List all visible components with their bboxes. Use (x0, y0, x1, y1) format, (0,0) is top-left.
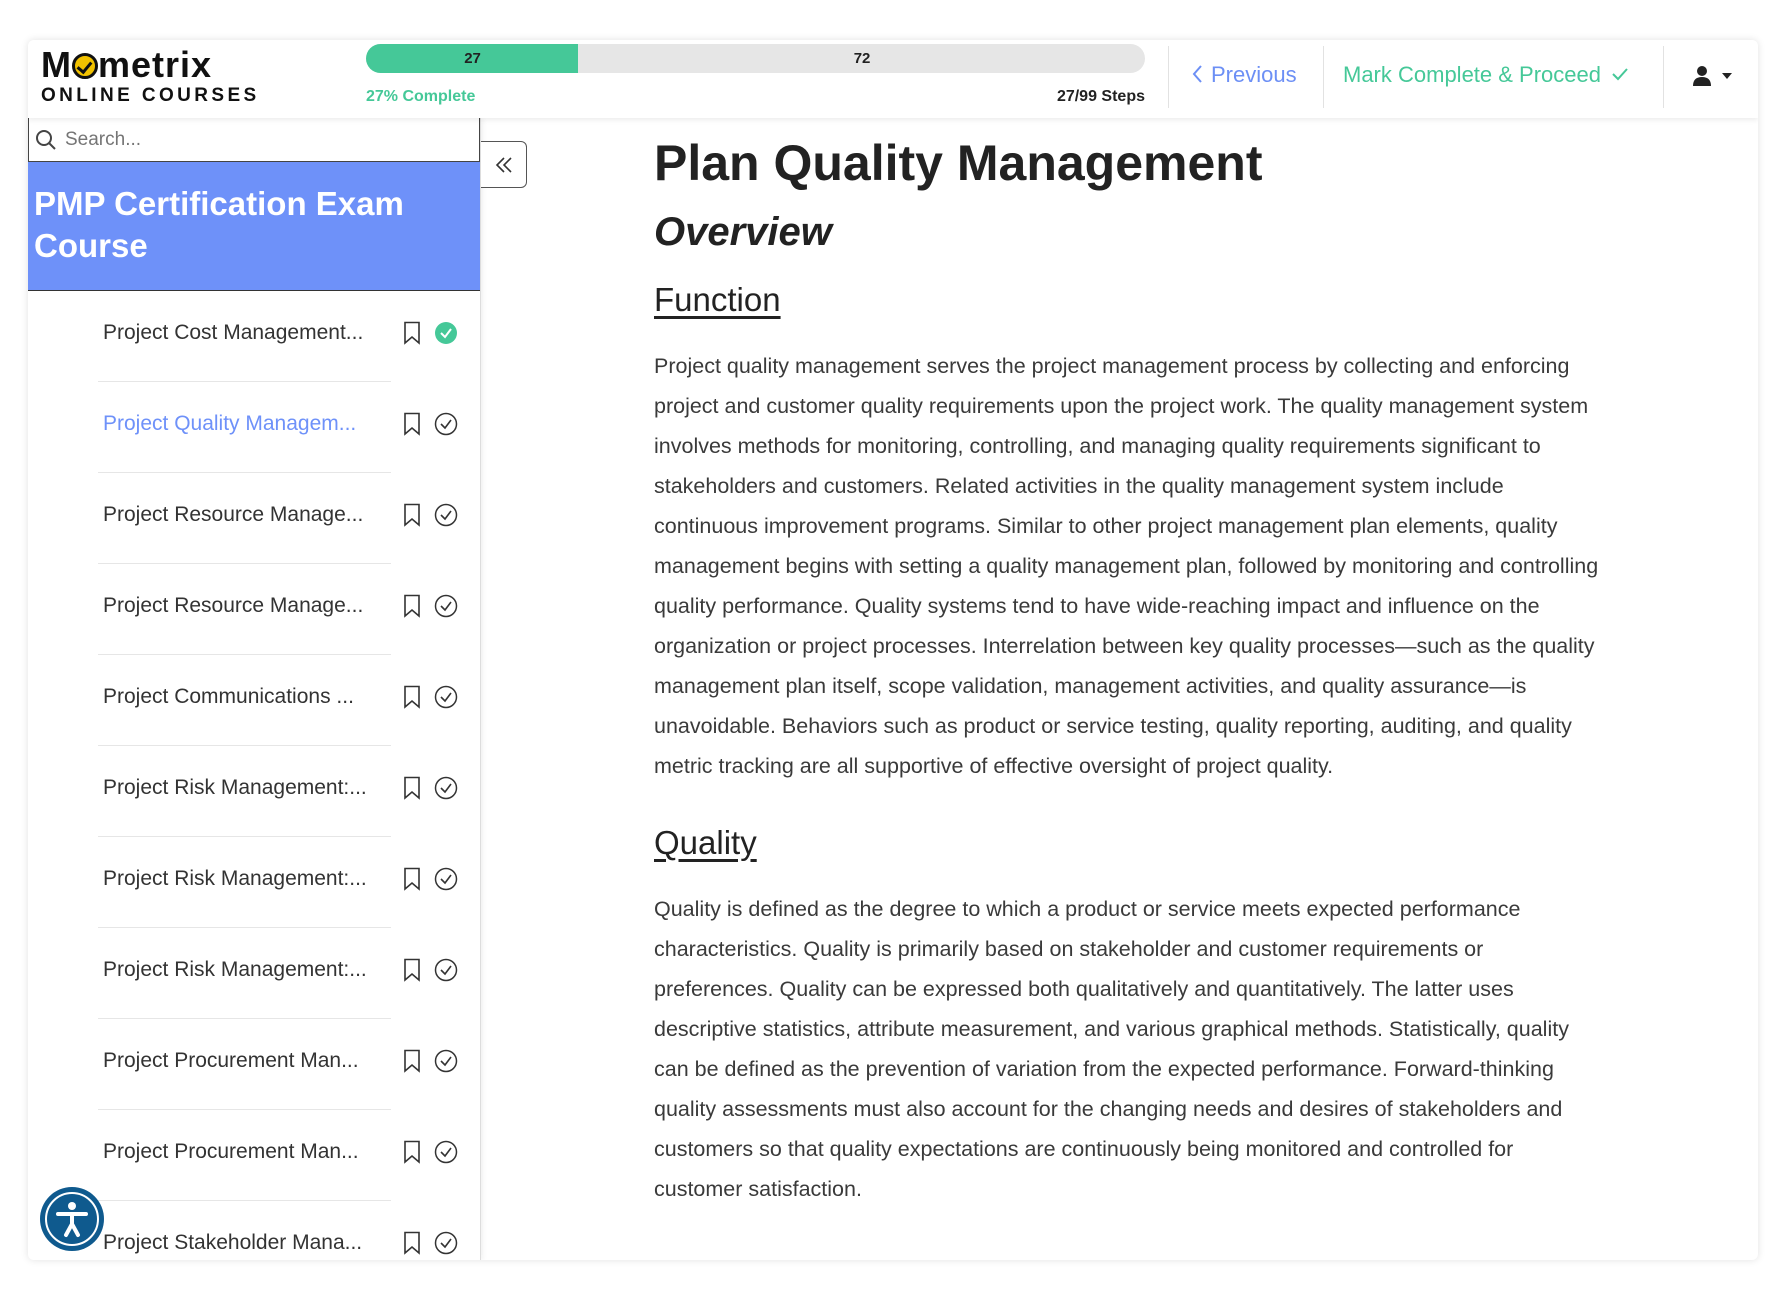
check-circle-icon[interactable] (434, 503, 458, 532)
logo-subtitle: ONLINE COURSES (41, 85, 260, 106)
lesson-label: Project Risk Management:... (103, 776, 367, 799)
user-menu[interactable] (1688, 60, 1736, 94)
bookmark-icon[interactable] (402, 503, 422, 532)
lesson-label: Project Quality Managem... (103, 412, 357, 435)
divider (98, 381, 391, 382)
overview-heading: Overview (654, 210, 832, 254)
sidebar-lesson-item[interactable]: Project Cost Management... (28, 291, 480, 382)
divider (98, 836, 391, 837)
accessibility-button[interactable] (40, 1187, 104, 1251)
divider (98, 654, 391, 655)
lesson-label: Project Resource Manage... (103, 594, 364, 617)
progress-bar: 27 72 (366, 44, 1145, 73)
lesson-label: Project Cost Management... (103, 321, 364, 344)
completed-count: 27 (464, 50, 481, 67)
steps-count: 27/99 Steps (1056, 88, 1145, 105)
bookmark-icon[interactable] (402, 1140, 422, 1169)
check-circle-icon[interactable] (434, 594, 458, 623)
check-circle-icon[interactable] (434, 1049, 458, 1078)
section-heading-function: Function (654, 281, 781, 318)
remaining-count: 72 (853, 50, 871, 67)
lesson-content: Plan Quality Management Overview Functio… (654, 118, 1714, 1209)
divider (1323, 46, 1324, 108)
bookmark-icon[interactable] (402, 776, 422, 805)
course-sidebar: PMP Certification Exam Course Project Co… (28, 118, 481, 1260)
sidebar-lesson-item[interactable]: Project Procurement Man... (28, 1019, 480, 1110)
chevron-left-icon (1192, 65, 1202, 83)
lesson-label: Project Risk Management:... (103, 958, 367, 981)
divider (98, 1018, 391, 1019)
caret-down-icon (1722, 73, 1732, 79)
search-input[interactable] (65, 128, 445, 151)
divider (98, 745, 391, 746)
accessibility-icon (56, 1202, 88, 1237)
section-body-function: Project quality management serves the pr… (654, 354, 1599, 778)
divider (98, 563, 391, 564)
check-circle-icon[interactable] (434, 412, 458, 441)
sidebar-lesson-item[interactable]: Project Risk Management:... (28, 837, 480, 928)
check-circle-icon[interactable] (434, 867, 458, 896)
divider (1168, 46, 1169, 108)
course-title[interactable]: PMP Certification Exam Course (28, 162, 480, 291)
collapse-sidebar-button[interactable] (481, 141, 527, 188)
check-circle-icon[interactable] (434, 958, 458, 987)
bookmark-icon[interactable] (402, 1231, 422, 1260)
bookmark-icon[interactable] (402, 685, 422, 714)
page-title: Plan Quality Management (654, 135, 1263, 191)
bookmark-icon[interactable] (402, 867, 422, 896)
previous-button[interactable]: Previous (1191, 62, 1297, 88)
check-circle-icon[interactable] (434, 1140, 458, 1169)
double-chevron-left-icon (495, 156, 512, 173)
bookmark-icon[interactable] (402, 1049, 422, 1078)
divider (98, 1200, 391, 1201)
search-icon (36, 129, 56, 150)
sidebar-lesson-item[interactable]: Project Stakeholder Mana... (28, 1201, 480, 1260)
sidebar-lesson-item[interactable]: Project Procurement Man... (28, 1110, 480, 1201)
divider (98, 1109, 391, 1110)
check-circle-icon[interactable] (434, 776, 458, 805)
sidebar-lesson-item[interactable]: Project Quality Managem... (28, 382, 480, 473)
user-icon (1693, 66, 1732, 86)
bookmark-icon[interactable] (402, 321, 422, 350)
sidebar-lesson-item[interactable]: Project Risk Management:... (28, 928, 480, 1019)
check-o-icon (72, 53, 98, 79)
check-icon (1612, 68, 1628, 81)
divider (98, 472, 391, 473)
percent-complete: 27% Complete (366, 88, 476, 105)
check-circle-icon[interactable] (434, 685, 458, 714)
sidebar-lesson-item[interactable]: Project Resource Manage... (28, 473, 480, 564)
sidebar-lesson-item[interactable]: Project Communications ... (28, 655, 480, 746)
bookmark-icon[interactable] (402, 958, 422, 987)
sidebar-lesson-item[interactable]: Project Risk Management:... (28, 746, 480, 837)
lesson-label: Project Communications ... (103, 685, 354, 708)
search-box[interactable] (28, 118, 480, 162)
lesson-label: Project Stakeholder Mana... (103, 1231, 363, 1254)
section-body-quality: Quality is defined as the degree to whic… (654, 897, 1569, 1201)
lesson-label: Project Resource Manage... (103, 503, 364, 526)
lesson-label: Project Procurement Man... (103, 1049, 359, 1072)
check-circle-icon[interactable] (434, 1231, 458, 1260)
lesson-label: Project Procurement Man... (103, 1140, 359, 1163)
progress-fill (366, 44, 579, 73)
completed-check-icon[interactable] (434, 321, 458, 350)
bookmark-icon[interactable] (402, 594, 422, 623)
divider (98, 927, 391, 928)
divider (1663, 46, 1664, 108)
bookmark-icon[interactable] (402, 412, 422, 441)
section-heading-quality: Quality (654, 824, 757, 861)
lesson-label: Project Risk Management:... (103, 867, 367, 890)
sidebar-lesson-item[interactable]: Project Resource Manage... (28, 564, 480, 655)
mark-complete-button[interactable]: Mark Complete & Proceed (1343, 62, 1629, 88)
